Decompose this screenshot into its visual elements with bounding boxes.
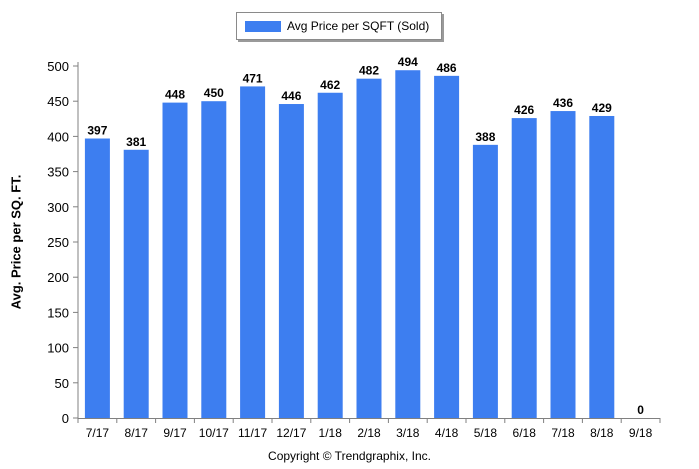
bar: [201, 101, 227, 418]
x-tick-label: 9/18: [629, 426, 653, 440]
x-tick-label: 4/18: [435, 426, 459, 440]
y-tick-label: 0: [62, 411, 69, 426]
y-tick-label: 450: [47, 94, 69, 109]
y-tick-label: 400: [47, 129, 69, 144]
y-tick-label: 100: [47, 341, 69, 356]
legend-label: Avg Price per SQFT (Sold): [287, 19, 430, 33]
bar: [550, 111, 576, 418]
bar: [356, 78, 382, 418]
x-tick-label: 10/17: [199, 426, 229, 440]
bar: [240, 86, 266, 418]
bar: [511, 118, 537, 418]
x-tick-label: 1/18: [319, 426, 343, 440]
axes: [73, 62, 661, 423]
bar: [84, 138, 110, 418]
bar-value-label: 429: [592, 101, 612, 115]
bar: [123, 149, 149, 418]
x-tick-label: 8/17: [125, 426, 149, 440]
bar: [162, 102, 188, 418]
data-labels: 397 381 448 450 471 446 462 482 494 486 388 426 436 4…: [87, 55, 644, 417]
bar-value-label: 482: [359, 64, 379, 78]
y-tick-label: 500: [47, 59, 69, 74]
x-tick-label: 5/18: [474, 426, 498, 440]
x-tick-label: 7/18: [551, 426, 575, 440]
bar: [589, 115, 615, 418]
bar-value-label: 486: [437, 61, 457, 75]
bar-value-label: 494: [398, 55, 418, 69]
bar: [434, 75, 460, 418]
y-tick-label: 200: [47, 270, 69, 285]
bar-value-label: 471: [243, 71, 263, 85]
x-tick-label: 9/17: [163, 426, 187, 440]
y-tick-label: 350: [47, 165, 69, 180]
bar-value-label: 426: [514, 103, 534, 117]
x-tick-label: 2/18: [357, 426, 381, 440]
y-axis-title: Avg. Price per SQ. FT.: [8, 174, 24, 310]
bar: [278, 104, 304, 419]
bar: [395, 70, 421, 418]
x-tick-label: 6/18: [513, 426, 537, 440]
x-tick-labels: 7/17 8/17 9/17 10/17 11/17 12/17 1/18 2/18 3/18 4…: [86, 426, 653, 440]
copyright-text: Copyright © Trendgraphix, Inc.: [268, 449, 431, 463]
legend-swatch: [245, 20, 281, 32]
y-tick-label: 300: [47, 200, 69, 215]
bar-value-label: 462: [320, 78, 340, 92]
bar-value-label: 381: [126, 135, 146, 149]
x-tick-label: 11/17: [238, 426, 267, 440]
y-tick-label: 250: [47, 235, 69, 250]
bar-value-label: 0: [637, 403, 644, 417]
x-tick-label: 3/18: [396, 426, 420, 440]
x-tick-label: 7/17: [86, 426, 110, 440]
y-tick-label: 50: [55, 376, 69, 391]
bar-value-label: 436: [553, 96, 573, 110]
y-tick-label: 150: [47, 305, 69, 320]
legend: Avg Price per SQFT (Sold): [236, 12, 442, 40]
bar: [472, 144, 498, 418]
bar: [317, 92, 343, 418]
bar-value-label: 448: [165, 88, 185, 102]
bar-value-label: 397: [87, 124, 107, 138]
x-tick-label: 8/18: [590, 426, 614, 440]
bars: [84, 70, 615, 419]
bar-value-label: 446: [281, 89, 301, 103]
bar-value-label: 450: [204, 86, 224, 100]
y-tick-labels: 0 50 100 150 200 250 300 350 400 450 500: [47, 59, 69, 426]
bar-value-label: 388: [475, 130, 495, 144]
x-tick-label: 12/17: [276, 426, 306, 440]
